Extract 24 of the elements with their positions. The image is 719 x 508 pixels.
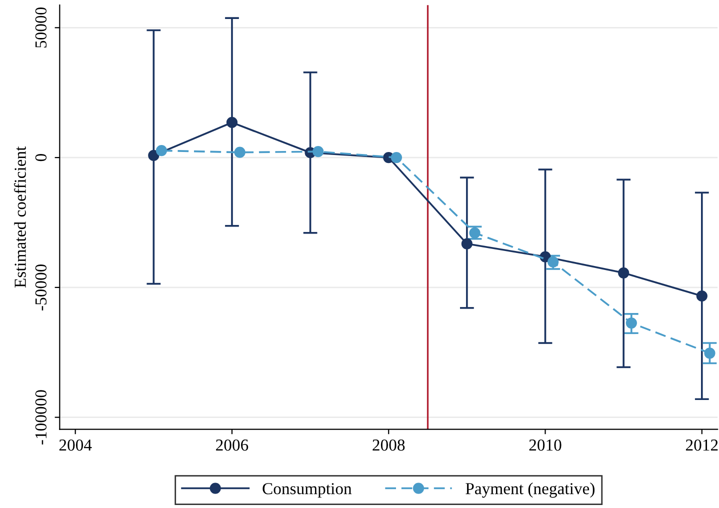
x-tick-label: 2012	[686, 439, 718, 451]
y-tick-label: -50000	[35, 264, 47, 310]
point	[148, 150, 160, 162]
point	[461, 238, 472, 250]
point	[226, 116, 238, 128]
point	[704, 348, 716, 359]
legend-label: Consumption	[262, 483, 352, 498]
y-tick-label: -100000	[35, 390, 47, 444]
point	[312, 146, 324, 158]
point	[696, 290, 708, 302]
point	[390, 152, 402, 164]
point	[156, 144, 168, 156]
x-tick-label: 2010	[529, 439, 562, 451]
y-tick-label: 50000	[35, 7, 47, 48]
x-tick-label: 2004	[59, 439, 92, 451]
x-tick-label: 2006	[216, 439, 248, 451]
point	[618, 267, 630, 278]
point	[626, 317, 637, 329]
point	[469, 227, 480, 238]
y-tick-label: 0	[35, 154, 47, 162]
point	[234, 146, 246, 158]
x-tick-label: 2008	[372, 439, 405, 451]
y-axis-title: Estimated coefficient	[14, 146, 26, 288]
legend-label: Payment (negative)	[466, 482, 594, 498]
